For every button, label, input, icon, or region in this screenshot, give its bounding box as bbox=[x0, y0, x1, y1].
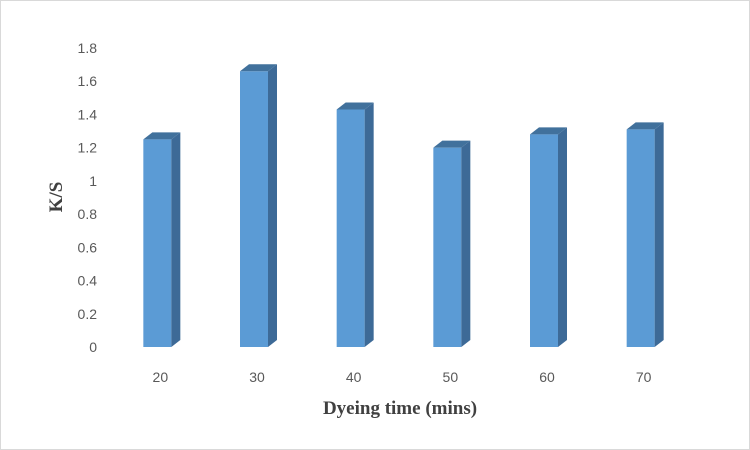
x-tick-label: 70 bbox=[636, 369, 652, 385]
bar-front-face bbox=[626, 129, 655, 347]
bar-front-face bbox=[143, 139, 172, 347]
y-tick-label: 1.2 bbox=[78, 140, 98, 156]
x-axis-ticks: 20 30 40 50 60 70 bbox=[153, 369, 652, 385]
bar bbox=[143, 132, 181, 347]
bar bbox=[530, 127, 567, 347]
x-axis-title: Dyeing time (mins) bbox=[323, 398, 477, 419]
bar bbox=[626, 122, 664, 348]
bar bbox=[240, 64, 277, 347]
bar-top-face bbox=[143, 132, 181, 140]
bar bbox=[433, 140, 471, 347]
x-tick-label: 40 bbox=[346, 369, 362, 385]
y-tick-label: 1.6 bbox=[78, 73, 98, 89]
bar-front-face bbox=[433, 147, 462, 347]
bar-side-face bbox=[364, 102, 374, 347]
y-tick-label: 0.6 bbox=[78, 239, 98, 255]
bar-side-face bbox=[654, 122, 664, 348]
bar-front-face bbox=[240, 71, 268, 347]
x-tick-label: 20 bbox=[153, 369, 169, 385]
y-tick-label: 0 bbox=[89, 339, 97, 355]
y-tick-label: 0.4 bbox=[78, 273, 98, 289]
bars bbox=[143, 64, 664, 348]
y-tick-label: 0.2 bbox=[78, 306, 98, 322]
bar-side-face bbox=[171, 132, 181, 347]
y-tick-label: 1 bbox=[89, 173, 97, 189]
y-tick-label: 1.4 bbox=[78, 106, 98, 122]
bar-top-face bbox=[240, 64, 277, 72]
bar-top-face bbox=[433, 140, 471, 148]
y-axis-ticks: 0 0.2 0.4 0.6 0.8 1 1.2 1.4 1.6 1.8 bbox=[78, 40, 98, 355]
x-tick-label: 50 bbox=[443, 369, 459, 385]
bar bbox=[336, 102, 374, 347]
y-axis-title: K/S bbox=[46, 182, 67, 213]
bar-top-face bbox=[626, 122, 664, 130]
bar-front-face bbox=[530, 134, 558, 347]
y-tick-label: 1.8 bbox=[78, 40, 98, 56]
bar-side-face bbox=[268, 64, 277, 347]
bar-side-face bbox=[558, 127, 567, 347]
y-tick-label: 0.8 bbox=[78, 206, 98, 222]
bar-top-face bbox=[530, 127, 567, 135]
bar-top-face bbox=[336, 102, 374, 110]
bar-front-face bbox=[336, 109, 365, 347]
x-tick-label: 30 bbox=[249, 369, 265, 385]
bar-side-face bbox=[461, 140, 471, 347]
x-tick-label: 60 bbox=[539, 369, 555, 385]
